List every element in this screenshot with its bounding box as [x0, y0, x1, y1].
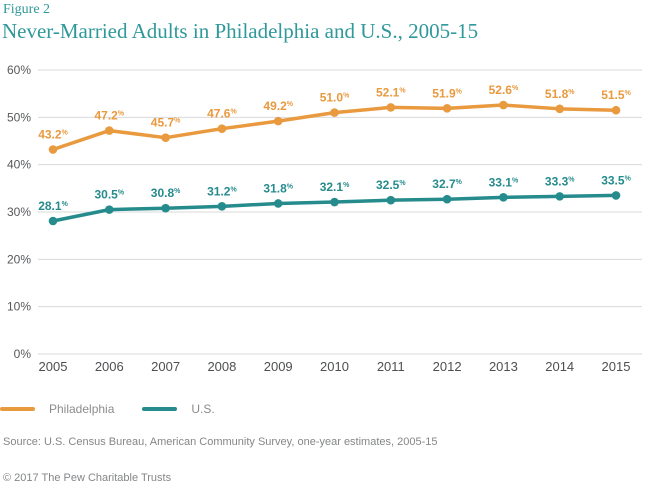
x-axis-tick-label: 2010 [320, 359, 349, 374]
data-point-label: 51.0% [320, 91, 350, 105]
data-point-label: 30.5% [95, 188, 125, 202]
data-point [105, 205, 114, 214]
source-note: Source: U.S. Census Bureau, American Com… [3, 436, 438, 448]
x-axis-tick-label: 2015 [602, 359, 631, 374]
data-point-label: 32.7% [432, 177, 462, 191]
data-point [611, 191, 621, 200]
copyright-note: © 2017 The Pew Charitable Trusts [3, 472, 172, 484]
data-point [217, 124, 227, 133]
y-axis-tick-label: 40% [7, 158, 31, 172]
data-point [442, 104, 452, 113]
data-point-label: 43.2% [38, 128, 68, 142]
data-point-label: 33.1% [489, 175, 519, 189]
data-point-label: 51.8% [545, 87, 575, 101]
data-point-label: 52.6% [489, 83, 519, 97]
data-point [611, 105, 621, 115]
data-point-label: 51.5% [601, 88, 631, 102]
data-point [330, 108, 339, 117]
chart-title: Never-Married Adults in Philadelphia and… [2, 19, 479, 43]
data-point-label: 32.1% [320, 180, 350, 194]
x-axis-tick-label: 2013 [489, 359, 518, 374]
line-chart: 0% 10% 20% 30% 40% 50% 60% 2005 2006 2007 2008 2009… [7, 63, 642, 374]
data-point-label: 28.1% [38, 199, 68, 213]
data-point-label: 31.2% [207, 184, 237, 198]
legend-label: U.S. [191, 402, 215, 416]
data-point [48, 216, 58, 226]
data-point [499, 193, 508, 202]
data-point [48, 145, 58, 154]
y-axis-tick-label: 50% [7, 110, 31, 124]
data-point [217, 202, 227, 211]
x-axis-tick-label: 2006 [95, 359, 124, 374]
data-point-label: 33.3% [545, 174, 575, 188]
y-axis-tick-label: 60% [7, 63, 31, 77]
data-point [386, 195, 396, 205]
data-point [273, 116, 283, 126]
x-axis-tick-label: 2014 [545, 359, 574, 374]
y-axis-tick-label: 20% [7, 252, 31, 266]
figure-label: Figure 2 [3, 2, 51, 17]
legend-swatch [0, 407, 35, 411]
chart-legend: Philadelphia U.S. [0, 402, 243, 416]
x-axis-tick-label: 2009 [264, 359, 293, 374]
y-axis-tick-label: 0% [14, 347, 32, 361]
data-point [273, 199, 283, 208]
data-point [555, 192, 564, 201]
data-point [105, 126, 114, 135]
data-point-label: 52.1% [376, 85, 406, 99]
x-axis-tick-label: 2011 [377, 359, 405, 374]
data-point [330, 197, 339, 207]
data-point [161, 203, 170, 213]
data-point [161, 133, 170, 142]
legend-item: U.S. [142, 402, 215, 416]
legend-item: Philadelphia [0, 402, 114, 416]
data-point-label: 47.2% [95, 109, 125, 123]
legend-label: Philadelphia [49, 402, 115, 416]
y-axis-tick-label: 10% [7, 300, 31, 314]
x-axis-tick-label: 2012 [433, 359, 462, 374]
data-point-label: 33.5% [601, 173, 631, 187]
x-axis-tick-label: 2008 [207, 359, 236, 374]
data-point [442, 194, 452, 204]
data-point [499, 100, 508, 110]
y-axis-tick-label: 30% [7, 205, 31, 219]
data-point-label: 49.2% [263, 99, 293, 113]
data-point [555, 104, 564, 114]
data-point-label: 30.8% [151, 186, 181, 200]
data-point-label: 47.6% [207, 107, 237, 121]
data-point-label: 51.9% [432, 86, 462, 100]
legend-swatch [142, 407, 178, 411]
data-point-label: 31.8% [263, 181, 293, 195]
data-point [386, 103, 396, 112]
x-axis-tick-label: 2007 [151, 359, 180, 374]
data-point-label: 32.5% [376, 178, 406, 192]
data-point-label: 45.7% [151, 116, 181, 130]
x-axis-tick-label: 2005 [39, 359, 68, 374]
